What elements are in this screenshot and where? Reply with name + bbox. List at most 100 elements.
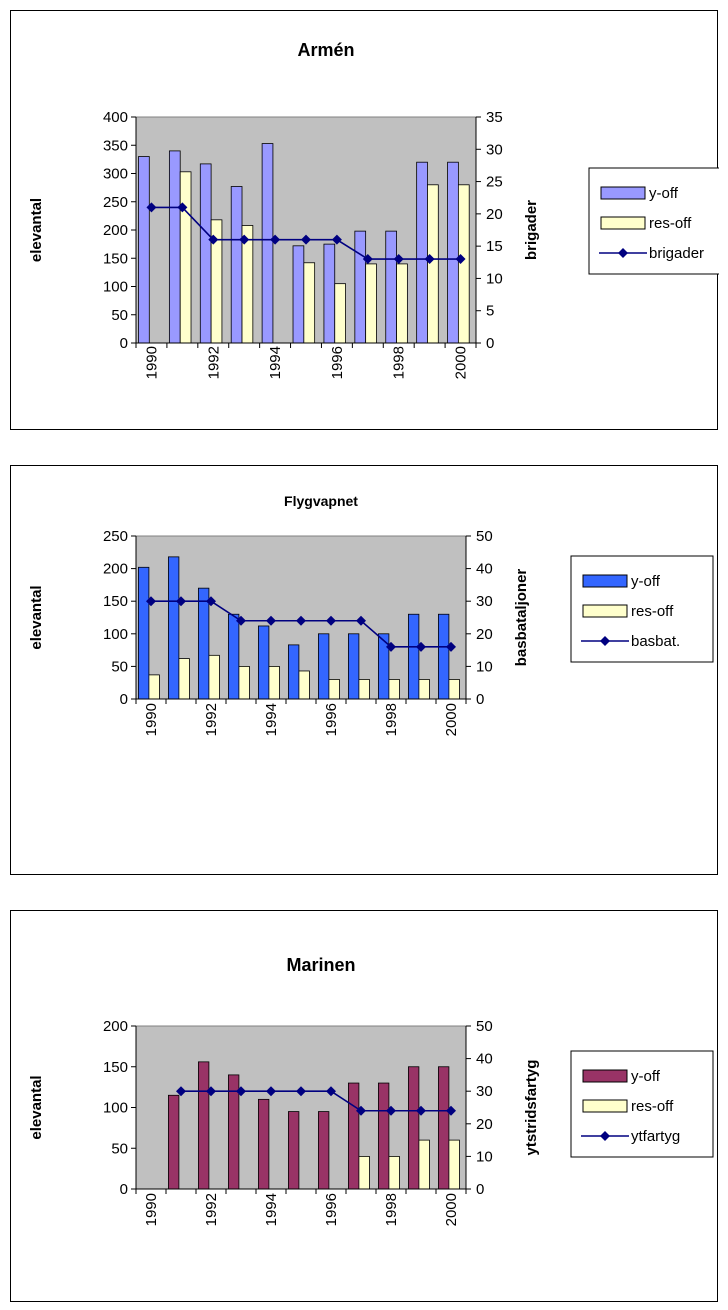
- chart-1-bar-resoff-1996: [328, 679, 340, 700]
- chart-2-y2-tick-label: 30: [476, 1083, 493, 1100]
- chart-0-line-marker: [208, 234, 219, 245]
- chart-1-y2-tick-label: 20: [476, 626, 493, 643]
- chart-2-legend-marker: [600, 1131, 610, 1141]
- chart-1-y-tick-label: 0: [120, 691, 128, 708]
- chart-1-bar-resoff-1991: [178, 658, 190, 700]
- chart-0-bar-yoff-1995: [292, 245, 305, 344]
- chart-0-y2-tick-label: 15: [486, 238, 503, 255]
- chart-1-bar-resoff-1992: [208, 654, 220, 700]
- chart-2-line-marker: [446, 1105, 456, 1116]
- chart-1-bar-yoff-2000: [437, 613, 450, 700]
- chart-0-bar-yoff-1992: [199, 163, 212, 344]
- chart-0-bar-resoff-1995: [303, 262, 316, 344]
- chart-1-line-marker: [176, 596, 186, 607]
- chart-1-y2-tick-label: 0: [476, 691, 484, 708]
- chart-2-x-tick-label: 1994: [263, 1193, 280, 1226]
- chart-2-legend-swatch: [582, 1069, 628, 1083]
- chart-0-y-tick-label: 100: [103, 279, 128, 296]
- chart-1-bar-resoff-2000: [448, 679, 460, 700]
- chart-1-bar-yoff-1995: [287, 644, 300, 700]
- chart-0-bar-yoff-1998: [385, 230, 397, 344]
- chart-flygvapnet-svg: Flygvapnet 0 50 100 150 200 250 0 10 20 30 40 50 1990…: [28, 493, 714, 736]
- chart-2-x-tick-label: 1992: [203, 1193, 220, 1226]
- chart-1-bar-yoff-1991: [167, 556, 180, 700]
- chart-1-y-tick-label: 50: [111, 658, 128, 675]
- chart-1-x-tick-label: 1992: [203, 703, 220, 736]
- chart-1-legend-marker: [600, 636, 610, 646]
- chart-0-bar-yoff-1994: [261, 143, 274, 344]
- chart-2-y-tick-label: 200: [103, 1018, 128, 1035]
- chart-1-y-tick-label: 200: [103, 561, 128, 578]
- chart-0-x-tick-label: 2000: [453, 346, 470, 379]
- chart-2-y-tick-label: 100: [103, 1100, 128, 1117]
- chart-0-y-tick-label: 150: [103, 250, 128, 267]
- chart-2-bar-resoff-1997: [358, 1155, 370, 1190]
- chart-1-y2-tick-label: 30: [476, 593, 493, 610]
- chart-0-y-tick-label: 0: [120, 335, 128, 352]
- chart-1-y-tick-label: 150: [103, 593, 128, 610]
- chart-0-bar-resoff-1999: [427, 184, 439, 344]
- chart-2-y2-tick-label: 20: [476, 1116, 493, 1133]
- chart-2-y-tick-label: 50: [111, 1140, 128, 1157]
- chart-2-line-marker: [386, 1105, 396, 1116]
- chart-1-line-marker: [386, 641, 396, 652]
- chart-1-line-marker: [416, 641, 426, 652]
- chart-0-bar-yoff-1996: [323, 243, 336, 344]
- chart-1-line-marker: [296, 615, 306, 626]
- chart-0-y-tick-label: 200: [103, 222, 128, 239]
- chart-0-line-marker: [177, 202, 188, 213]
- chart-1-y-tick-label: 100: [103, 626, 128, 643]
- chart-1-line-marker: [236, 615, 246, 626]
- chart-2-y-tick-label: 150: [103, 1059, 128, 1076]
- chart-0-y-tick-label: 400: [103, 109, 128, 126]
- chart-0-bar-yoff-1990: [138, 156, 150, 344]
- chart-2-ylabel: elevantal: [28, 1075, 45, 1139]
- chart-2-line-marker: [296, 1086, 306, 1097]
- chart-2-line-marker: [416, 1105, 426, 1116]
- chart-1-bar-yoff-1992: [197, 587, 210, 700]
- chart-0-x-tick-label: 1994: [267, 346, 284, 379]
- chart-2-y2label: ytstridsfartyg: [523, 1060, 540, 1156]
- chart-1-bar-resoff-1990: [148, 674, 160, 700]
- chart-1-y2-tick-label: 10: [476, 658, 493, 675]
- chart-2-y-tick-label: 0: [120, 1181, 128, 1198]
- chart-1-bar-resoff-1994: [268, 665, 280, 700]
- chart-0-ylabel: elevantal: [28, 198, 45, 262]
- chart-1-y2label: basbataljoner: [513, 569, 530, 667]
- chart-1-ylabel: elevantal: [28, 585, 45, 649]
- chart-0-title: Armén: [297, 40, 354, 60]
- chart-0-y2-tick-label: 35: [486, 109, 503, 126]
- chart-1-x-tick-label: 1998: [383, 703, 400, 736]
- chart-2-line-ytfartyg: [181, 1090, 451, 1112]
- chart-1-bar-resoff-1999: [418, 679, 430, 700]
- chart-1-bar-yoff-1993: [227, 613, 240, 700]
- chart-2-x-tick-label: 1990: [143, 1193, 160, 1226]
- chart-2-bar-yoff-1994: [257, 1098, 270, 1190]
- chart-1-line-marker: [206, 596, 216, 607]
- chart-0-line-marker: [301, 234, 311, 245]
- chart-2-legend-label: ytfartyg: [631, 1128, 680, 1145]
- chart-0-x-tick-label: 1992: [205, 346, 222, 379]
- chart-1-x-tick-label: 2000: [443, 703, 460, 736]
- chart-armen-svg: Armén 0 50 100 150 200 250 300 350 400 0 5 10 15 20 25 3…: [28, 40, 719, 379]
- chart-2-bar-yoff-2000: [437, 1066, 450, 1190]
- chart-2-bar-yoff-1992: [197, 1061, 210, 1190]
- chart-0-line-marker: [239, 234, 250, 245]
- chart-1-line-marker: [146, 596, 156, 607]
- chart-0-y-tick-label: 300: [103, 166, 128, 183]
- chart-1-bar-yoff-1990: [138, 566, 150, 700]
- chart-2-bar-yoff-1995: [287, 1111, 300, 1190]
- chart-1-legend-label: y-off: [631, 573, 661, 590]
- chart-1-bar-resoff-1997: [358, 679, 370, 700]
- chart-0-legend-label: brigader: [649, 245, 704, 262]
- chart-0-bar-yoff-1997: [354, 230, 367, 344]
- chart-1-bar-yoff-1996: [317, 633, 330, 700]
- chart-1-y-tick-label: 250: [103, 528, 128, 545]
- chart-2-line-marker: [356, 1105, 366, 1116]
- chart-0-line-marker: [331, 234, 342, 245]
- chart-0-bar-resoff-2000: [457, 184, 470, 344]
- chart-0-bar-resoff-1991: [179, 171, 192, 344]
- chart-1-line-marker: [356, 615, 366, 626]
- chart-1-title: Flygvapnet: [284, 493, 358, 509]
